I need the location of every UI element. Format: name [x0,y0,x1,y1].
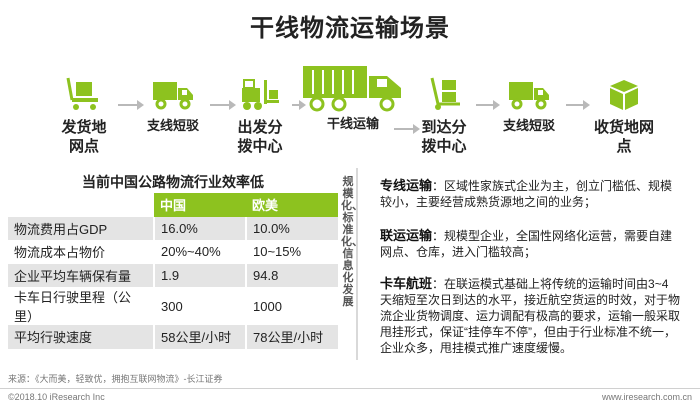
description-text: ：在联运模式基础上将传统的运输时间由3~4天缩短至次日到达的水平，接近航空货运的… [380,277,681,355]
table-row: 平均行驶速度 58公里/小时 78公里/小时 [8,325,338,349]
flow-node-branch-1: 支线短驳 [138,76,208,135]
flow-arrow [118,100,144,110]
table-cell: 78公里/小时 [245,325,338,349]
flow-node-label: 支线短驳 [146,118,199,133]
table-cell: 10~15% [245,240,338,264]
flow-node-label: 到达分 拨中心 [421,119,467,155]
warehouse-cart-icon [66,77,98,110]
flow-node-label: 干线运输 [326,116,379,131]
divider [356,168,358,360]
flow-node-label: 收货地网 点 [593,119,654,155]
table-row: 物流成本占物价 20%~40% 10~15% [8,240,338,264]
table-cell: 物流费用占GDP [8,216,154,240]
table-row: 物流费用占GDP 16.0% 10.0% [8,216,338,240]
flow-arrow [210,100,236,110]
flow-node-label: 出发分 拨中心 [237,119,283,155]
flow-node-trunk: 干线运输 [300,64,406,133]
description-truck-flight: 卡车航班：在联运模式基础上将传统的运输时间由3~4天缩短至次日到达的水平，接近航… [380,276,680,356]
flow-node-label: 发货地 网点 [61,119,107,155]
table-cell: 94.8 [245,263,338,287]
flow-node-origin: 发货地 网点 [54,76,114,156]
table-cell: 平均行驶速度 [8,325,154,349]
site-url: www.iresearch.com.cn [601,392,692,402]
table-cell: 1.9 [153,263,246,287]
table-header-cell: 欧美 [246,193,338,217]
flow-arrow [292,100,306,110]
table-row: 企业平均车辆保有量 1.9 94.8 [8,263,338,287]
table-cell: 16.0% [153,216,246,240]
page-title: 干线物流运输场景 [250,15,450,42]
table-header-row: 中国 欧美 [8,193,338,217]
table-header-cell: 中国 [154,193,246,217]
table-cell: 300 [153,287,246,325]
description-intermodal: 联运运输：规模型企业，全国性网络化运营，需要自建网点、仓库，进入门槛较高； [380,228,680,260]
table-cell: 卡车日行驶里程（公里） [8,287,154,325]
footer-divider [0,388,700,389]
vertical-note: 规模化、标准化、信息化发展 [341,176,363,308]
description-text: ：规模型企业，全国性网络化运营，需要自建网点、仓库，进入门槛较高； [380,229,673,259]
copyright: ©2018.10 iResearch Inc [8,392,105,402]
forklift-icon [242,79,279,110]
table-cell: 物流成本占物价 [8,240,154,264]
efficiency-table: 中国 欧美 物流费用占GDP 16.0% 10.0% 物流成本占物价 20%~4… [8,193,338,349]
large-truck-icon [303,66,401,112]
small-truck-icon [153,82,193,110]
table-cell: 20%~40% [153,240,246,264]
table-cell: 10.0% [245,216,338,240]
small-truck-icon [509,82,549,110]
flow-node-departure-hub: 出发分 拨中心 [230,76,290,156]
flow-arrow [566,100,590,110]
description-specialized-line: 专线运输：区域性家族式企业为主，创立门槛低、规模较小，主要经营成熟货源地之间的业… [380,178,680,210]
table-header-cell [8,193,154,217]
description-term: 专线运输 [380,178,433,193]
flow-node-destination: 收货地网 点 [584,76,664,156]
source-note: 来源：《大而美，轻致优，拥抱互联网物流》-长江证券 [8,374,223,384]
package-box-icon [610,80,638,110]
table-cell: 企业平均车辆保有量 [8,263,154,287]
description-text: ：区域性家族式企业为主，创立门槛低、规模较小，主要经营成熟货源地之间的业务； [380,179,673,209]
hand-truck-icon [430,77,460,110]
flow-node-arrival-hub: 到达分 拨中心 [414,76,474,156]
flow-arrow [476,100,500,110]
flow-node-label: 支线短驳 [502,118,555,133]
table-cell: 1000 [245,287,338,325]
table-row: 卡车日行驶里程（公里） 300 1000 [8,287,338,325]
table-cell: 58公里/小时 [153,325,246,349]
flow-node-branch-2: 支线短驳 [494,76,564,135]
flow-arrow [394,124,420,134]
description-term: 联运运输 [380,228,433,243]
table-title: 当前中国公路物流行业效率低 [82,174,264,190]
description-term: 卡车航班 [380,276,433,291]
